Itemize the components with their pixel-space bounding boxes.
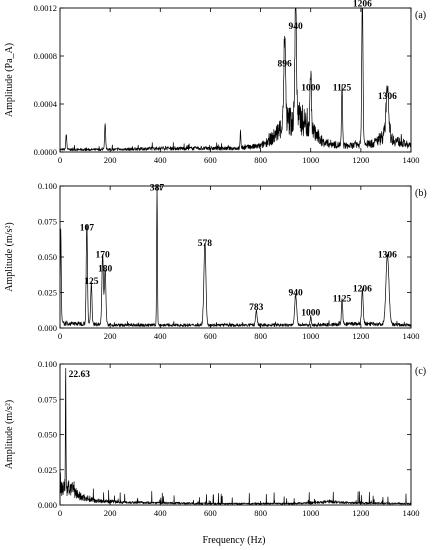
spectrum-line bbox=[59, 7, 412, 152]
y-tick-label: 0.050 bbox=[38, 430, 57, 440]
plot-frame bbox=[59, 363, 412, 506]
x-tick-label: 400 bbox=[154, 155, 167, 165]
y-tick-label: 0.100 bbox=[38, 181, 57, 191]
peak-label: 1206 bbox=[353, 0, 372, 9]
y-tick-label: 0.050 bbox=[38, 252, 57, 262]
x-tick-label: 1000 bbox=[302, 331, 319, 341]
peak-label: 180 bbox=[98, 264, 113, 274]
x-tick-label: 1200 bbox=[352, 155, 369, 165]
peak-label: 1306 bbox=[378, 92, 397, 102]
plot-frame bbox=[59, 185, 412, 329]
peak-label: 896 bbox=[278, 59, 293, 69]
peak-label: 1000 bbox=[301, 308, 320, 318]
peak-label: 940 bbox=[289, 289, 304, 299]
x-tick-label: 800 bbox=[254, 508, 267, 518]
y-tick-label: 0.100 bbox=[38, 359, 57, 369]
x-tick-label: 600 bbox=[204, 331, 217, 341]
chart-panel-1: 0 200 400 600 800 1000 1200 1400 0.0000 0.0004 0.0… bbox=[4, 0, 426, 165]
x-tick-label: 200 bbox=[104, 155, 117, 165]
x-tick-label: 1400 bbox=[403, 508, 420, 518]
x-tick-label: 600 bbox=[204, 155, 217, 165]
x-tick-label: 400 bbox=[154, 508, 167, 518]
peak-label: 1306 bbox=[378, 250, 397, 260]
panels: 0 200 400 600 800 1000 1200 14000.00000.00040.0… bbox=[4, 0, 427, 518]
peak-label: 387 bbox=[150, 184, 165, 194]
y-tick-label: 0.025 bbox=[38, 288, 57, 298]
panel-tag: (b) bbox=[415, 188, 427, 199]
y-tick-label: 0.075 bbox=[38, 394, 57, 404]
spectrum-line bbox=[59, 367, 412, 505]
spectrum-line bbox=[59, 185, 412, 327]
panel-tag: (a) bbox=[415, 10, 426, 21]
y-tick-label: 0.0000 bbox=[34, 147, 57, 157]
peak-label: 125 bbox=[84, 277, 99, 287]
peak-label: 1000 bbox=[301, 83, 320, 93]
x-tick-label: 400 bbox=[154, 331, 167, 341]
y-tick-label: 0.075 bbox=[38, 217, 57, 227]
x-tick-label: 1400 bbox=[403, 155, 420, 165]
x-tick-label: 0 bbox=[58, 155, 62, 165]
peak-label: 1125 bbox=[333, 294, 352, 304]
chart-panel-3: 0 200 400 600 800 1000 1200 1400 0.000 0.025 0.050… bbox=[4, 359, 426, 518]
y-tick-label: 0.000 bbox=[38, 500, 57, 510]
x-tick-label: 0 bbox=[58, 331, 62, 341]
y-tick-label: 0.000 bbox=[38, 323, 57, 333]
x-tick-label: 200 bbox=[104, 508, 117, 518]
x-tick-label: 200 bbox=[104, 331, 117, 341]
y-tick-label: 0.0004 bbox=[34, 99, 58, 109]
y-tick-label: 0.025 bbox=[38, 465, 57, 475]
x-tick-label: 1000 bbox=[302, 508, 319, 518]
x-tick-label: 1200 bbox=[352, 508, 369, 518]
peak-label: 578 bbox=[198, 239, 213, 249]
x-axis-title: Frequency (Hz) bbox=[202, 535, 265, 546]
x-tick-label: 0 bbox=[58, 508, 62, 518]
x-tick-label: 600 bbox=[204, 508, 217, 518]
peak-label: 1125 bbox=[333, 83, 352, 93]
y-axis-title: Amplitude (m/s²) bbox=[4, 222, 15, 291]
peak-label: 1206 bbox=[353, 284, 372, 294]
x-tick-label: 800 bbox=[254, 331, 267, 341]
peak-label: 783 bbox=[249, 303, 264, 313]
y-axis-title: Amplitude (Pa_A) bbox=[4, 43, 15, 117]
peak-label: 22.63 bbox=[69, 370, 91, 380]
peak-label: 940 bbox=[289, 22, 304, 32]
y-tick-label: 0.0008 bbox=[34, 51, 57, 61]
chart-panel-2: 0 200 400 600 800 1000 1200 1400 0.000 0.025 0.050… bbox=[4, 181, 427, 341]
x-tick-label: 1200 bbox=[352, 331, 369, 341]
y-tick-label: 0.0012 bbox=[34, 3, 57, 13]
plot-frame bbox=[59, 7, 412, 153]
x-tick-label: 1000 bbox=[302, 155, 319, 165]
y-axis-title: Amplitude (m/s²) bbox=[4, 400, 15, 469]
x-tick-label: 800 bbox=[254, 155, 267, 165]
peak-label: 170 bbox=[95, 250, 110, 260]
panel-tag: (c) bbox=[415, 366, 426, 377]
x-tick-label: 1400 bbox=[403, 331, 420, 341]
peak-label: 107 bbox=[80, 223, 95, 233]
